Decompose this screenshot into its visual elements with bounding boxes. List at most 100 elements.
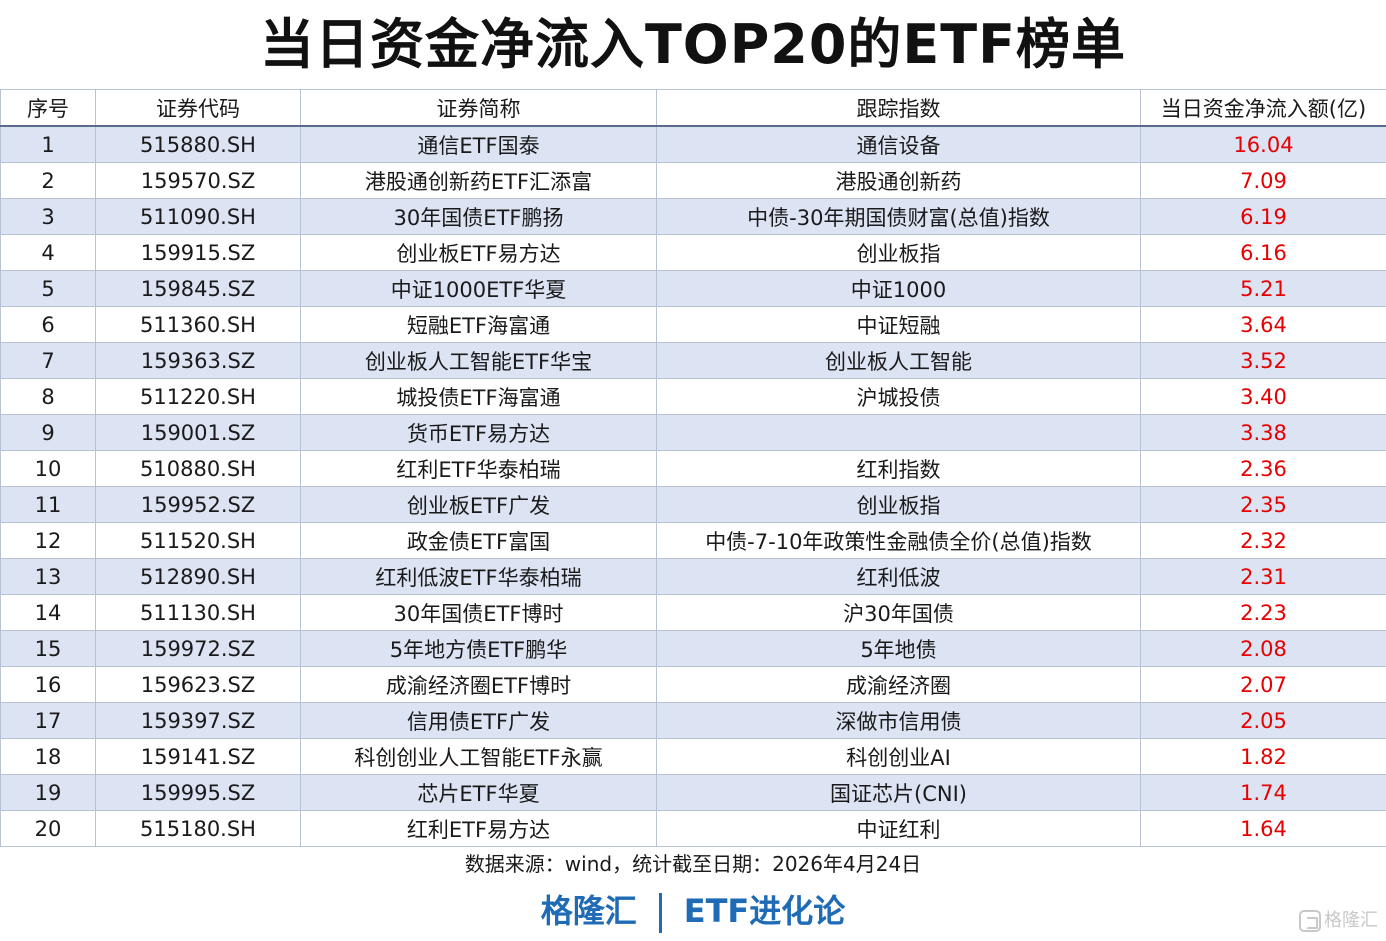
table-row: 15 159972.SZ 5年地方债ETF鹏华 5年地债 2.08	[0, 630, 1386, 667]
cell-rank: 7	[0, 342, 96, 379]
brand-footer: 格隆汇 ETF进化论	[0, 888, 1386, 934]
column-name: ETF进化论	[683, 892, 846, 930]
cell-code: 159972.SZ	[95, 630, 301, 667]
cell-code: 511360.SH	[95, 306, 301, 343]
table-row: 9 159001.SZ 货币ETF易方达 3.38	[0, 414, 1386, 451]
cell-rank: 20	[0, 810, 96, 847]
cell-code: 159001.SZ	[95, 414, 301, 451]
header-row: 序号 证券代码 证券简称 跟踪指数 当日资金净流入额(亿)	[0, 89, 1386, 127]
table-row: 12 511520.SH 政金债ETF富国 中债-7-10年政策性金融债全价(总值)指…	[0, 522, 1386, 559]
table-row: 4 159915.SZ 创业板ETF易方达 创业板指 6.16	[0, 234, 1386, 271]
brand-divider	[658, 893, 662, 933]
table-row: 18 159141.SZ 科创创业人工智能ETF永赢 科创创业AI 1.82	[0, 738, 1386, 775]
header-tracking-index: 跟踪指数	[656, 89, 1141, 127]
table-row: 7 159363.SZ 创业板人工智能ETF华宝 创业板人工智能 3.52	[0, 342, 1386, 379]
cell-code: 159570.SZ	[95, 162, 301, 199]
cell-net-inflow: 6.19	[1140, 198, 1386, 235]
cell-rank: 6	[0, 306, 96, 343]
cell-short-name: 成渝经济圈ETF博时	[300, 666, 657, 703]
cell-rank: 3	[0, 198, 96, 235]
page-title: 当日资金净流入TOP20的ETF榜单	[259, 13, 1127, 76]
cell-net-inflow: 1.74	[1140, 774, 1386, 811]
cell-tracking-index: 沪城投债	[656, 378, 1141, 415]
cell-rank: 13	[0, 558, 96, 595]
cell-rank: 14	[0, 594, 96, 631]
cell-tracking-index: 中证红利	[656, 810, 1141, 847]
cell-tracking-index: 港股通创新药	[656, 162, 1141, 199]
table-row: 14 511130.SH 30年国债ETF博时 沪30年国债 2.23	[0, 594, 1386, 631]
cell-tracking-index: 创业板指	[656, 234, 1141, 271]
cell-code: 511130.SH	[95, 594, 301, 631]
header-short-name: 证券简称	[300, 89, 657, 127]
cell-short-name: 城投债ETF海富通	[300, 378, 657, 415]
cell-short-name: 5年地方债ETF鹏华	[300, 630, 657, 667]
cell-net-inflow: 2.05	[1140, 702, 1386, 739]
cell-net-inflow: 2.31	[1140, 558, 1386, 595]
cell-code: 515180.SH	[95, 810, 301, 847]
cell-code: 159363.SZ	[95, 342, 301, 379]
table-header: 序号 证券代码 证券简称 跟踪指数 当日资金净流入额(亿)	[0, 89, 1386, 127]
cell-rank: 17	[0, 702, 96, 739]
cell-rank: 8	[0, 378, 96, 415]
cell-net-inflow: 3.64	[1140, 306, 1386, 343]
cell-tracking-index: 国证芯片(CNI)	[656, 774, 1141, 811]
cell-rank: 18	[0, 738, 96, 775]
table-body: 1 515880.SH 通信ETF国泰 通信设备 16.04 2 159570.SZ 港股通创…	[0, 125, 1386, 847]
cell-code: 159915.SZ	[95, 234, 301, 271]
cell-code: 512890.SH	[95, 558, 301, 595]
watermark-text: 格隆汇	[1324, 910, 1378, 931]
cell-net-inflow: 2.23	[1140, 594, 1386, 631]
table-row: 16 159623.SZ 成渝经济圈ETF博时 成渝经济圈 2.07	[0, 666, 1386, 703]
cell-net-inflow: 3.38	[1140, 414, 1386, 451]
cell-short-name: 科创创业人工智能ETF永赢	[300, 738, 657, 775]
cell-code: 159952.SZ	[95, 486, 301, 523]
cell-rank: 16	[0, 666, 96, 703]
cell-code: 510880.SH	[95, 450, 301, 487]
cell-tracking-index: 创业板指	[656, 486, 1141, 523]
cell-rank: 2	[0, 162, 96, 199]
cell-net-inflow: 16.04	[1140, 125, 1386, 163]
cell-tracking-index: 成渝经济圈	[656, 666, 1141, 703]
cell-short-name: 创业板ETF广发	[300, 486, 657, 523]
cell-rank: 19	[0, 774, 96, 811]
cell-short-name: 货币ETF易方达	[300, 414, 657, 451]
table-row: 11 159952.SZ 创业板ETF广发 创业板指 2.35	[0, 486, 1386, 523]
cell-net-inflow: 3.40	[1140, 378, 1386, 415]
cell-tracking-index: 红利指数	[656, 450, 1141, 487]
cell-code: 511220.SH	[95, 378, 301, 415]
cell-tracking-index: 创业板人工智能	[656, 342, 1141, 379]
cell-net-inflow: 2.32	[1140, 522, 1386, 559]
table-row: 1 515880.SH 通信ETF国泰 通信设备 16.04	[0, 125, 1386, 163]
cell-rank: 12	[0, 522, 96, 559]
cell-rank: 10	[0, 450, 96, 487]
cell-code: 159845.SZ	[95, 270, 301, 307]
cell-short-name: 芯片ETF华夏	[300, 774, 657, 811]
glh-logo-icon	[1299, 910, 1321, 932]
table-row: 13 512890.SH 红利低波ETF华泰柏瑞 红利低波 2.31	[0, 558, 1386, 595]
header-rank: 序号	[0, 89, 96, 127]
cell-net-inflow: 2.35	[1140, 486, 1386, 523]
cell-short-name: 通信ETF国泰	[300, 125, 657, 163]
cell-tracking-index: 科创创业AI	[656, 738, 1141, 775]
cell-net-inflow: 7.09	[1140, 162, 1386, 199]
cell-tracking-index: 通信设备	[656, 125, 1141, 163]
cell-net-inflow: 2.08	[1140, 630, 1386, 667]
cell-short-name: 政金债ETF富国	[300, 522, 657, 559]
cell-short-name: 短融ETF海富通	[300, 306, 657, 343]
cell-short-name: 30年国债ETF博时	[300, 594, 657, 631]
cell-tracking-index: 深做市信用债	[656, 702, 1141, 739]
cell-rank: 15	[0, 630, 96, 667]
cell-tracking-index: 5年地债	[656, 630, 1141, 667]
cell-short-name: 信用债ETF广发	[300, 702, 657, 739]
cell-short-name: 创业板人工智能ETF华宝	[300, 342, 657, 379]
table-row: 5 159845.SZ 中证1000ETF华夏 中证1000 5.21	[0, 270, 1386, 307]
table-row: 3 511090.SH 30年国债ETF鹏扬 中债-30年期国债财富(总值)指数 6.1…	[0, 198, 1386, 235]
cell-code: 511520.SH	[95, 522, 301, 559]
source-note: 数据来源：wind，统计截至日期：2026年4月24日	[464, 852, 922, 876]
cell-code: 159995.SZ	[95, 774, 301, 811]
cell-tracking-index: 沪30年国债	[656, 594, 1141, 631]
cell-short-name: 红利ETF华泰柏瑞	[300, 450, 657, 487]
cell-short-name: 红利低波ETF华泰柏瑞	[300, 558, 657, 595]
header-net-inflow: 当日资金净流入额(亿)	[1140, 89, 1386, 127]
cell-short-name: 红利ETF易方达	[300, 810, 657, 847]
